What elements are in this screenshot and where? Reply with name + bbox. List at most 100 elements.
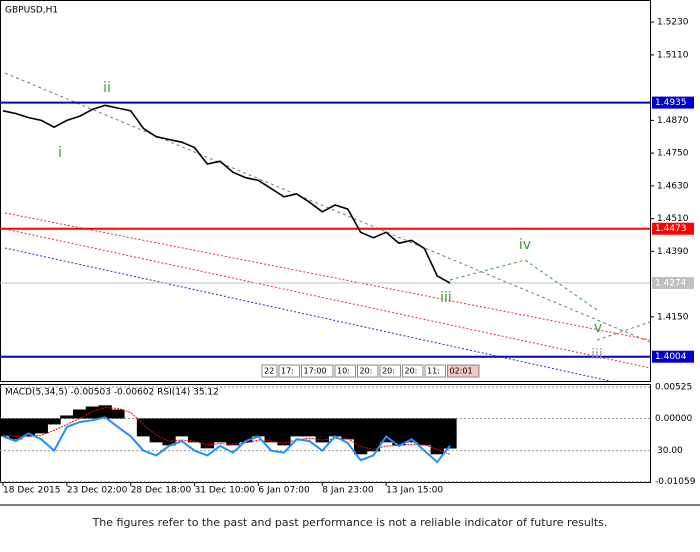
macd-bar [290,418,304,437]
macd-bar [213,418,227,443]
x-tick-label: 6 Jan 07:00 [258,486,310,496]
wave-label: iii [440,290,452,306]
x-tick-label: 18 Dec 2015 [3,486,61,496]
x-tick-label: 31 Dec 10:00 [195,486,256,496]
wave-label: iii [591,347,603,363]
time-label: 02:01 [450,367,473,376]
macd-bar [98,405,112,419]
macd-bar [175,418,189,437]
macd-bar [328,418,342,437]
macd-bar [341,418,355,440]
y-tick-label: 1.4510 [657,214,689,224]
macd-bar [379,418,393,443]
x-tick-label: 13 Jan 15:00 [386,486,443,496]
macd-bar [239,418,253,443]
signal-line [2,407,451,455]
wave-label: iv [519,237,531,253]
macd-bar [417,418,432,446]
wave-label: i [58,145,62,161]
time-label: 17: [281,367,294,376]
y-tick-label: 1.4750 [657,149,689,159]
chart-title: GBPUSD,H1 [5,6,58,16]
forecast-line [449,259,598,311]
macd-bar [302,418,317,437]
y-tick-label: 1.5230 [657,18,689,28]
time-box [357,364,379,378]
y-tick-label: 1.4390 [657,247,689,257]
macd-bar [34,418,48,434]
price-line [2,104,451,284]
level-label-bg [652,222,694,235]
level-label: 1.4004 [655,352,687,362]
time-box [278,364,300,378]
time-box [424,364,446,378]
trend-lines [4,72,651,382]
macd-bar [187,418,202,443]
y-tick-label: 1.4870 [657,116,689,126]
indicator-title: MACD(5,34,5) -0.00503 -0.00602 RSI(14) 3… [5,388,219,398]
y-tick-label: 1.4150 [657,312,689,322]
trend-line [4,212,651,341]
time-label: 20: [405,367,418,376]
time-label: 22 [264,367,274,376]
trend-line [4,72,651,343]
rsi-line [2,416,451,464]
time-box [301,364,334,378]
y-tick-label: 0.00000 [655,414,692,424]
macd-bar [136,418,151,437]
macd-bar [264,418,278,443]
macd-bar [85,406,100,419]
time-box [402,364,424,378]
y-tick-label: 1.5110 [657,50,689,60]
macd-bar [405,418,419,443]
level-label-bg [652,96,694,109]
y-tick-label: -0.01059 [655,477,696,487]
price-panel [0,0,651,382]
macd-bar [72,409,87,419]
level-label-bg [652,350,694,363]
time-label: 11: [427,367,440,376]
level-label: 1.4935 [655,98,687,108]
macd-bar [21,418,36,437]
macd-bar [443,418,457,449]
wave-label: ii [103,80,111,96]
disclaimer: The figures refer to the past and past p… [92,516,608,529]
macd-bar [392,418,406,446]
time-box [261,364,278,378]
time-box [447,364,480,378]
trend-line [4,228,651,369]
level-label: 1.4473 [655,224,687,234]
time-box [334,364,356,378]
wave-label: v [594,320,602,336]
x-tick-label: 28 Dec 18:00 [131,486,192,496]
macd-bar [9,418,23,440]
level-label-bg [652,277,694,290]
time-box [379,364,401,378]
macd-bar [60,415,74,419]
x-tick-label: 8 Jan 23:00 [322,486,374,496]
macd-bar [162,418,176,446]
macd-bar [366,418,381,452]
macd-bar [226,418,240,446]
chart: GBPUSD,H1 MACD(5,34,5) -0.00503 -0.00602… [0,0,700,506]
macd-bar [353,418,368,455]
time-label: 20: [382,367,395,376]
y-tick-label: 1.4630 [657,181,689,191]
macd-bar [277,418,291,446]
macd-bar [430,418,444,455]
macd-bar [200,418,214,449]
macd-bar [111,409,125,419]
y-tick-label: 0.00525 [655,383,692,393]
macd-bar [149,418,163,443]
macd-bar [251,418,266,437]
trend-line [4,247,611,382]
time-label: 17:00 [304,367,327,376]
macd-bar [47,418,61,425]
level-label: 1.4274 [655,279,687,289]
macd-bar [315,418,329,443]
macd-bar [0,418,10,437]
time-label: 20: [360,367,373,376]
y2-tick-label: 30.00 [657,446,683,456]
